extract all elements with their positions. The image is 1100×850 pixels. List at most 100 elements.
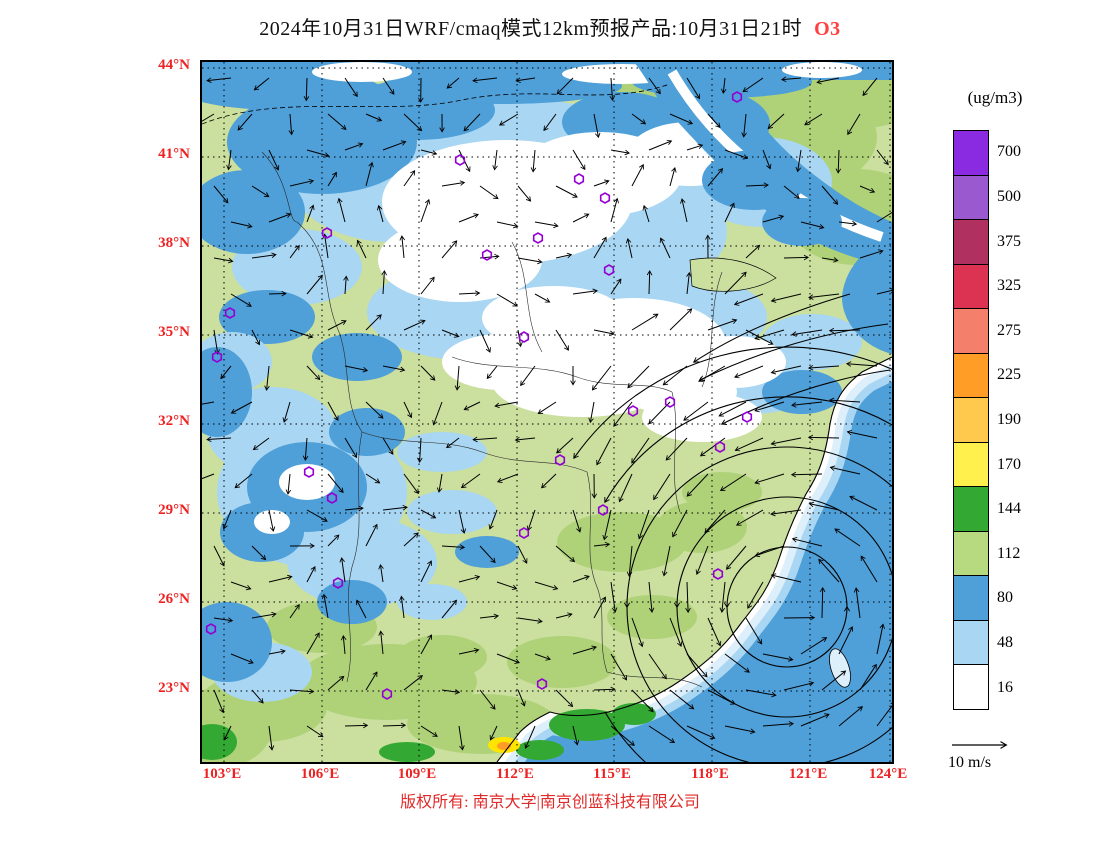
wind-arrow [610,653,627,681]
colorbar-value: 112 [997,544,1021,562]
wind-arrow [829,465,861,475]
wind-arrow [762,653,794,662]
wind-arrow [859,185,876,194]
colorbar-cell [953,352,989,399]
colorbar-value: 170 [997,455,1021,473]
wind-arrow [378,630,384,655]
wind-arrow [724,653,750,673]
wind-arrow [420,560,433,583]
wind-reference-label: 10 m/s [948,754,992,771]
wind-arrow [268,509,276,532]
lat-tick-label: 41°N [158,146,190,162]
city-marker [712,568,724,580]
wind-arrow [458,574,481,583]
city-marker [518,527,530,539]
wind-arrow [631,163,644,187]
wind-arrow [472,77,498,84]
wind-arrow [376,204,384,223]
wind-arrow [718,401,747,417]
city-marker [599,192,611,204]
lat-tick-label: 44°N [158,57,190,73]
wind-arrow [526,509,536,532]
wind-arrow [382,365,406,373]
wind-arrow [686,473,709,497]
wind-arrow [282,401,291,423]
lat-tick-label: 38°N [158,235,190,251]
colorbar-cell [953,130,989,176]
wind-arrow [821,670,847,691]
wind-arrow [662,365,688,386]
colorbar-value: 144 [997,500,1021,518]
wind-arrow [337,197,346,223]
colorbar-cell [953,441,989,488]
wind-arrow [719,473,747,492]
wind-arrow [253,77,270,91]
city-marker [603,264,615,276]
wind-arrow [791,401,823,408]
wind-arrow [835,149,842,174]
colorbar-value: 325 [997,277,1021,295]
wind-arrow [306,149,330,158]
lat-tick-label: 23°N [158,680,190,696]
wind-arrow [365,314,382,331]
wind-arrow [399,595,405,619]
wind-arrow [862,77,878,97]
wind-arrow [251,545,267,561]
wind-arrow [665,437,688,461]
wind-arrow [686,271,692,295]
wind-arrow [458,290,481,296]
wind-arrow [202,473,215,480]
wind-arrow [251,329,261,346]
wind-arrow [365,161,374,187]
wind-arrow [767,113,785,130]
wind-arrow [593,179,610,187]
longitude-axis: 103°E 106°E 109°E 112°E 115°E 118°E 121°E 124°E [200,766,908,788]
wind-arrow [540,473,557,489]
wind-arrow [591,365,612,391]
wind-arrow [344,142,364,151]
grid-layer [202,62,892,762]
wind-arrow [268,725,275,751]
city-marker [454,154,466,166]
wind-arrow [821,185,839,205]
wind-arrow [876,287,892,295]
wind-arrow [441,329,460,338]
wind-arrow [555,252,573,259]
wind-arrow [734,365,764,379]
wind-arrow [683,401,709,421]
wind-arrow [648,139,673,151]
wind-arrow [517,689,526,707]
wind-arrow [288,113,295,136]
wind-arrow [365,523,378,547]
colorbar-value: 275 [997,321,1021,339]
wind-arrow [707,689,736,705]
wind-arrow [804,113,823,126]
wind-arrow [572,645,597,655]
wind-arrow [213,185,229,204]
wind-arrow [791,537,823,547]
wind-arrow [762,721,795,727]
wind-arrow [327,320,347,331]
wind-arrow [819,586,826,619]
wind-arrow [327,473,344,494]
wind-arrow [436,473,443,493]
city-marker-layer [205,91,753,700]
wind-arrow [783,185,800,199]
wind-arrow [206,77,232,83]
wind-arrow [596,437,612,466]
wind-arrow [534,581,559,591]
wind-arrow [593,329,615,336]
wind-arrow [479,545,496,564]
wind-arrow [618,473,633,503]
colorbar-value: 500 [997,187,1021,205]
wind-arrow [445,437,460,449]
wind-arrow [496,221,519,229]
wind-arrow [496,581,518,591]
wind-arrow [555,545,576,563]
wind-arrow [556,437,574,454]
wind-arrow [420,276,435,295]
wind-arrow [648,581,655,613]
wind-arrow [252,437,270,451]
wind-arrow [808,501,840,511]
wind-arrow [631,617,644,648]
